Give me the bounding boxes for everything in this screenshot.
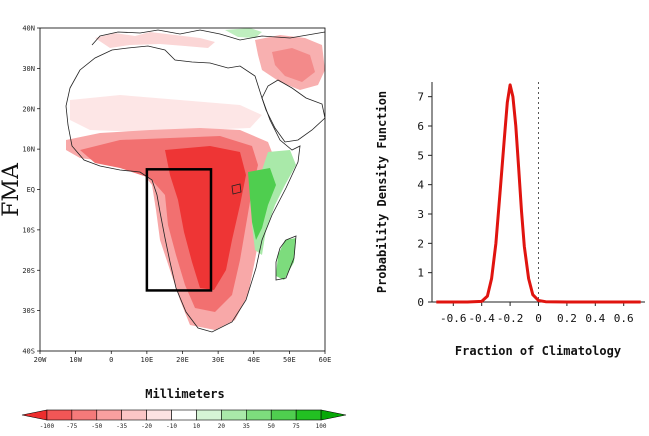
- lat-tick-label: 10S: [22, 226, 35, 234]
- lon-tick-label: 10E: [141, 356, 154, 364]
- pdf-y-tick-label: 0: [417, 296, 424, 309]
- colorbar-tick-label: 100: [316, 423, 327, 430]
- pdf-x-tick-label: -0.2: [497, 312, 524, 325]
- pdf-y-tick-label: 3: [417, 208, 424, 221]
- map-panel: FMA 2: [0, 25, 331, 365]
- lat-tick-labels: 40N 30N 20N 10N EQ 10S 20S 30S 40S: [22, 25, 40, 356]
- lon-tick-label: 30E: [212, 356, 225, 364]
- colorbar-cell: [320, 409, 347, 421]
- pdf-x-ticks: -0.6 -0.4 -0.2 0 0.2 0.4 0.6: [440, 302, 634, 325]
- colorbar-cell: [21, 409, 48, 421]
- colorbar-tick-labels: -100 -75 -50 -35 -20 -10 10 20 35 50 75 100: [40, 423, 327, 430]
- lon-tick-label: 20E: [176, 356, 189, 364]
- lon-tick-label: 60E: [319, 356, 332, 364]
- colorbar-cell: [196, 409, 222, 421]
- colorbar-cell: [96, 409, 122, 421]
- colorbar-cell: [146, 409, 172, 421]
- pdf-series-line: [436, 83, 641, 304]
- season-label: FMA: [0, 162, 24, 217]
- lon-tick-labels: 20W 10W 0 10E 20E 30E 40E 50E 60E: [34, 351, 332, 364]
- colorbar-tick-label: 20: [218, 423, 226, 430]
- colorbar: Millimeters -100 -75 -50 -35 -20 -10 10 20 35 50 7…: [21, 387, 347, 430]
- anomaly-blob-med-north: [95, 32, 215, 48]
- lake-victoria: [231, 183, 242, 195]
- colorbar-cell: [121, 409, 147, 421]
- lon-tick-label: 0: [109, 356, 113, 364]
- lat-tick-label: 20N: [22, 105, 35, 113]
- anomaly-blob-east-green-inner: [248, 168, 276, 240]
- pdf-x-tick-label: -0.4: [468, 312, 495, 325]
- lat-tick-label: EQ: [27, 186, 35, 194]
- colorbar-tick-label: 75: [293, 423, 301, 430]
- arabia-coastline: [261, 79, 325, 143]
- coastlines: [65, 29, 325, 333]
- anomaly-blob-madagascar: [276, 238, 296, 280]
- pdf-x-tick-label: 0.6: [614, 312, 634, 325]
- lat-tick-label: 40S: [22, 348, 35, 356]
- lat-tick-label: 40N: [22, 25, 35, 33]
- anomaly-blob-sahara-faint: [70, 95, 262, 132]
- pdf-panel: 0 1 2 3 4 5 6 7 -0.6 -0.4 -0.2 0 0.2 0.4 0.6 Probabil…: [375, 82, 645, 358]
- colorbar-tick-label: 10: [193, 423, 201, 430]
- lat-tick-label: 10N: [22, 146, 35, 154]
- pdf-x-tick-label: 0.4: [585, 312, 605, 325]
- colorbar-tick-label: -100: [40, 423, 55, 430]
- pdf-x-label: Fraction of Climatology: [455, 344, 621, 358]
- colorbar-tick-label: -50: [91, 423, 102, 430]
- colorbar-cell: [295, 409, 322, 421]
- anomaly-blob-core: [165, 146, 246, 290]
- colorbar-cell: [221, 409, 247, 421]
- colorbar-tick-label: -10: [166, 423, 177, 430]
- anomaly-blob-green-north: [225, 28, 262, 38]
- lat-tick-label: 30S: [22, 307, 35, 315]
- pdf-y-tick-label: 7: [417, 91, 424, 104]
- colorbar-cells: [21, 409, 347, 421]
- anomaly-blob-mideast-inner: [272, 48, 315, 82]
- pdf-y-tick-label: 2: [417, 237, 424, 250]
- colorbar-tick-label: 35: [243, 423, 251, 430]
- pdf-y-tick-label: 6: [417, 120, 424, 133]
- pdf-x-tick-label: 0: [535, 312, 542, 325]
- europe-coastline: [91, 29, 325, 46]
- lat-tick-label: 20S: [22, 267, 35, 275]
- colorbar-units-label: Millimeters: [145, 387, 224, 401]
- colorbar-cell: [71, 409, 98, 421]
- lon-tick-label: 50E: [283, 356, 296, 364]
- lon-tick-label: 20W: [34, 356, 47, 364]
- colorbar-tick-label: -35: [116, 423, 127, 430]
- pdf-y-tick-label: 5: [417, 149, 424, 162]
- colorbar-cell: [46, 409, 73, 421]
- precip-anomaly-field: [66, 28, 325, 330]
- pdf-y-tick-label: 4: [417, 179, 424, 192]
- colorbar-tick-label: -20: [141, 423, 152, 430]
- pdf-y-ticks: 0 1 2 3 4 5 6 7: [417, 91, 432, 309]
- pdf-x-tick-label: 0.2: [557, 312, 577, 325]
- lon-tick-label: 40E: [247, 356, 260, 364]
- analysis-region-box: [145, 168, 213, 292]
- pdf-y-label: Probability Density Function: [375, 91, 389, 293]
- lat-tick-label: 30N: [22, 65, 35, 73]
- colorbar-cell: [246, 409, 272, 421]
- colorbar-cell: [171, 409, 197, 421]
- colorbar-cell: [270, 409, 297, 421]
- colorbar-tick-label: 50: [268, 423, 276, 430]
- pdf-y-tick-label: 1: [417, 267, 424, 280]
- lon-tick-label: 10W: [69, 356, 82, 364]
- colorbar-tick-label: -75: [66, 423, 77, 430]
- africa-coastline: [65, 45, 301, 333]
- madagascar-coastline: [275, 235, 297, 281]
- pdf-x-tick-label: -0.6: [440, 312, 467, 325]
